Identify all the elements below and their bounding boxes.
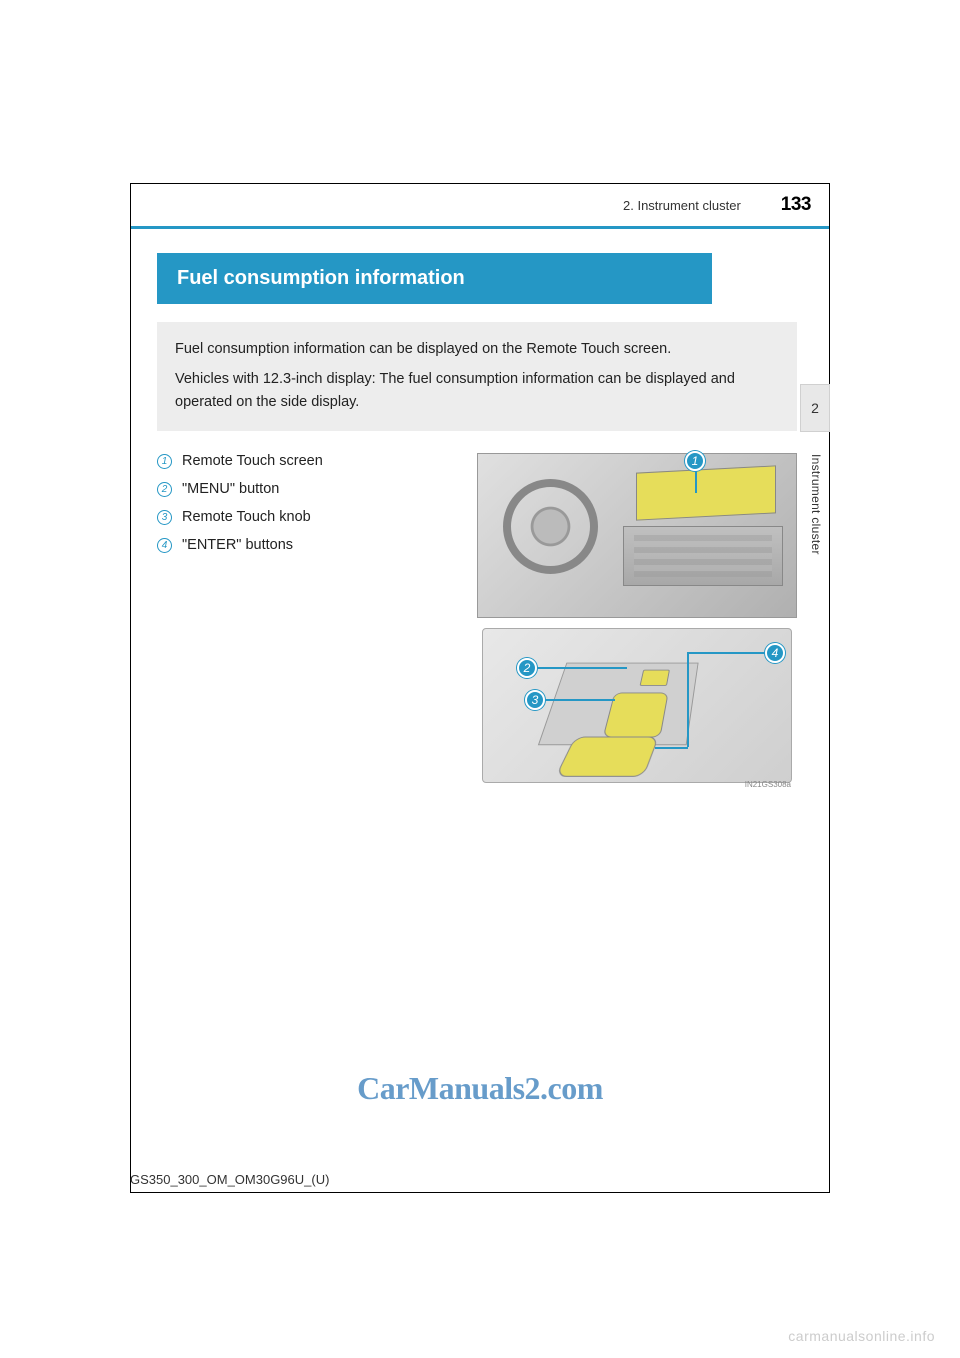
menu-button-highlight: [640, 670, 670, 686]
intro-paragraph-2: Vehicles with 12.3-inch display: The fue…: [175, 368, 779, 413]
steering-wheel-icon: [503, 479, 598, 574]
section-label: 2. Instrument cluster: [623, 198, 741, 213]
dashboard-illustration: [477, 453, 797, 618]
enter-button-highlight: [555, 737, 659, 777]
console-pad: [538, 663, 699, 746]
manual-page: 2. Instrument cluster 133 Fuel consumpti…: [130, 183, 830, 1193]
item-number-icon: 2: [157, 482, 172, 497]
dashboard-diagram: 1 2 3 4 IN21GS308a: [477, 453, 797, 793]
content-row: 1 Remote Touch screen 2 "MENU" button 3 …: [157, 453, 803, 793]
nav-screen-highlight: [636, 466, 776, 521]
page-number: 133: [781, 194, 811, 216]
callout-line: [537, 667, 627, 669]
header-divider: [131, 226, 829, 229]
image-code: IN21GS308a: [745, 780, 791, 789]
callout-line: [695, 471, 697, 493]
item-label: "MENU" button: [182, 481, 279, 497]
intro-paragraph-1: Fuel consumption information can be disp…: [175, 338, 779, 360]
document-code: GS350_300_OM_OM30G96U_(U): [130, 1172, 329, 1187]
item-label: "ENTER" buttons: [182, 537, 293, 553]
item-number-icon: 3: [157, 510, 172, 525]
chapter-number: 2: [811, 400, 819, 416]
list-item: 1 Remote Touch screen: [157, 453, 457, 469]
callout-line: [545, 699, 615, 701]
watermark: CarManuals2.com: [357, 1070, 603, 1107]
list-item: 3 Remote Touch knob: [157, 509, 457, 525]
chapter-label: Instrument cluster: [809, 454, 823, 555]
list-item: 2 "MENU" button: [157, 481, 457, 497]
footer-watermark: carmanualsonline.info: [788, 1328, 935, 1344]
item-list: 1 Remote Touch screen 2 "MENU" button 3 …: [157, 453, 457, 793]
item-label: Remote Touch screen: [182, 453, 323, 469]
page-title: Fuel consumption information: [157, 253, 712, 304]
item-label: Remote Touch knob: [182, 509, 311, 525]
radio-panel: [623, 526, 783, 586]
callout-line: [687, 652, 689, 747]
page-header: 2. Instrument cluster 133: [131, 184, 829, 224]
item-number-icon: 4: [157, 538, 172, 553]
list-item: 4 "ENTER" buttons: [157, 537, 457, 553]
chapter-tab: 2: [800, 384, 830, 432]
callout-line: [655, 747, 688, 749]
item-number-icon: 1: [157, 454, 172, 469]
intro-box: Fuel consumption information can be disp…: [157, 322, 797, 431]
callout-line: [687, 652, 765, 654]
